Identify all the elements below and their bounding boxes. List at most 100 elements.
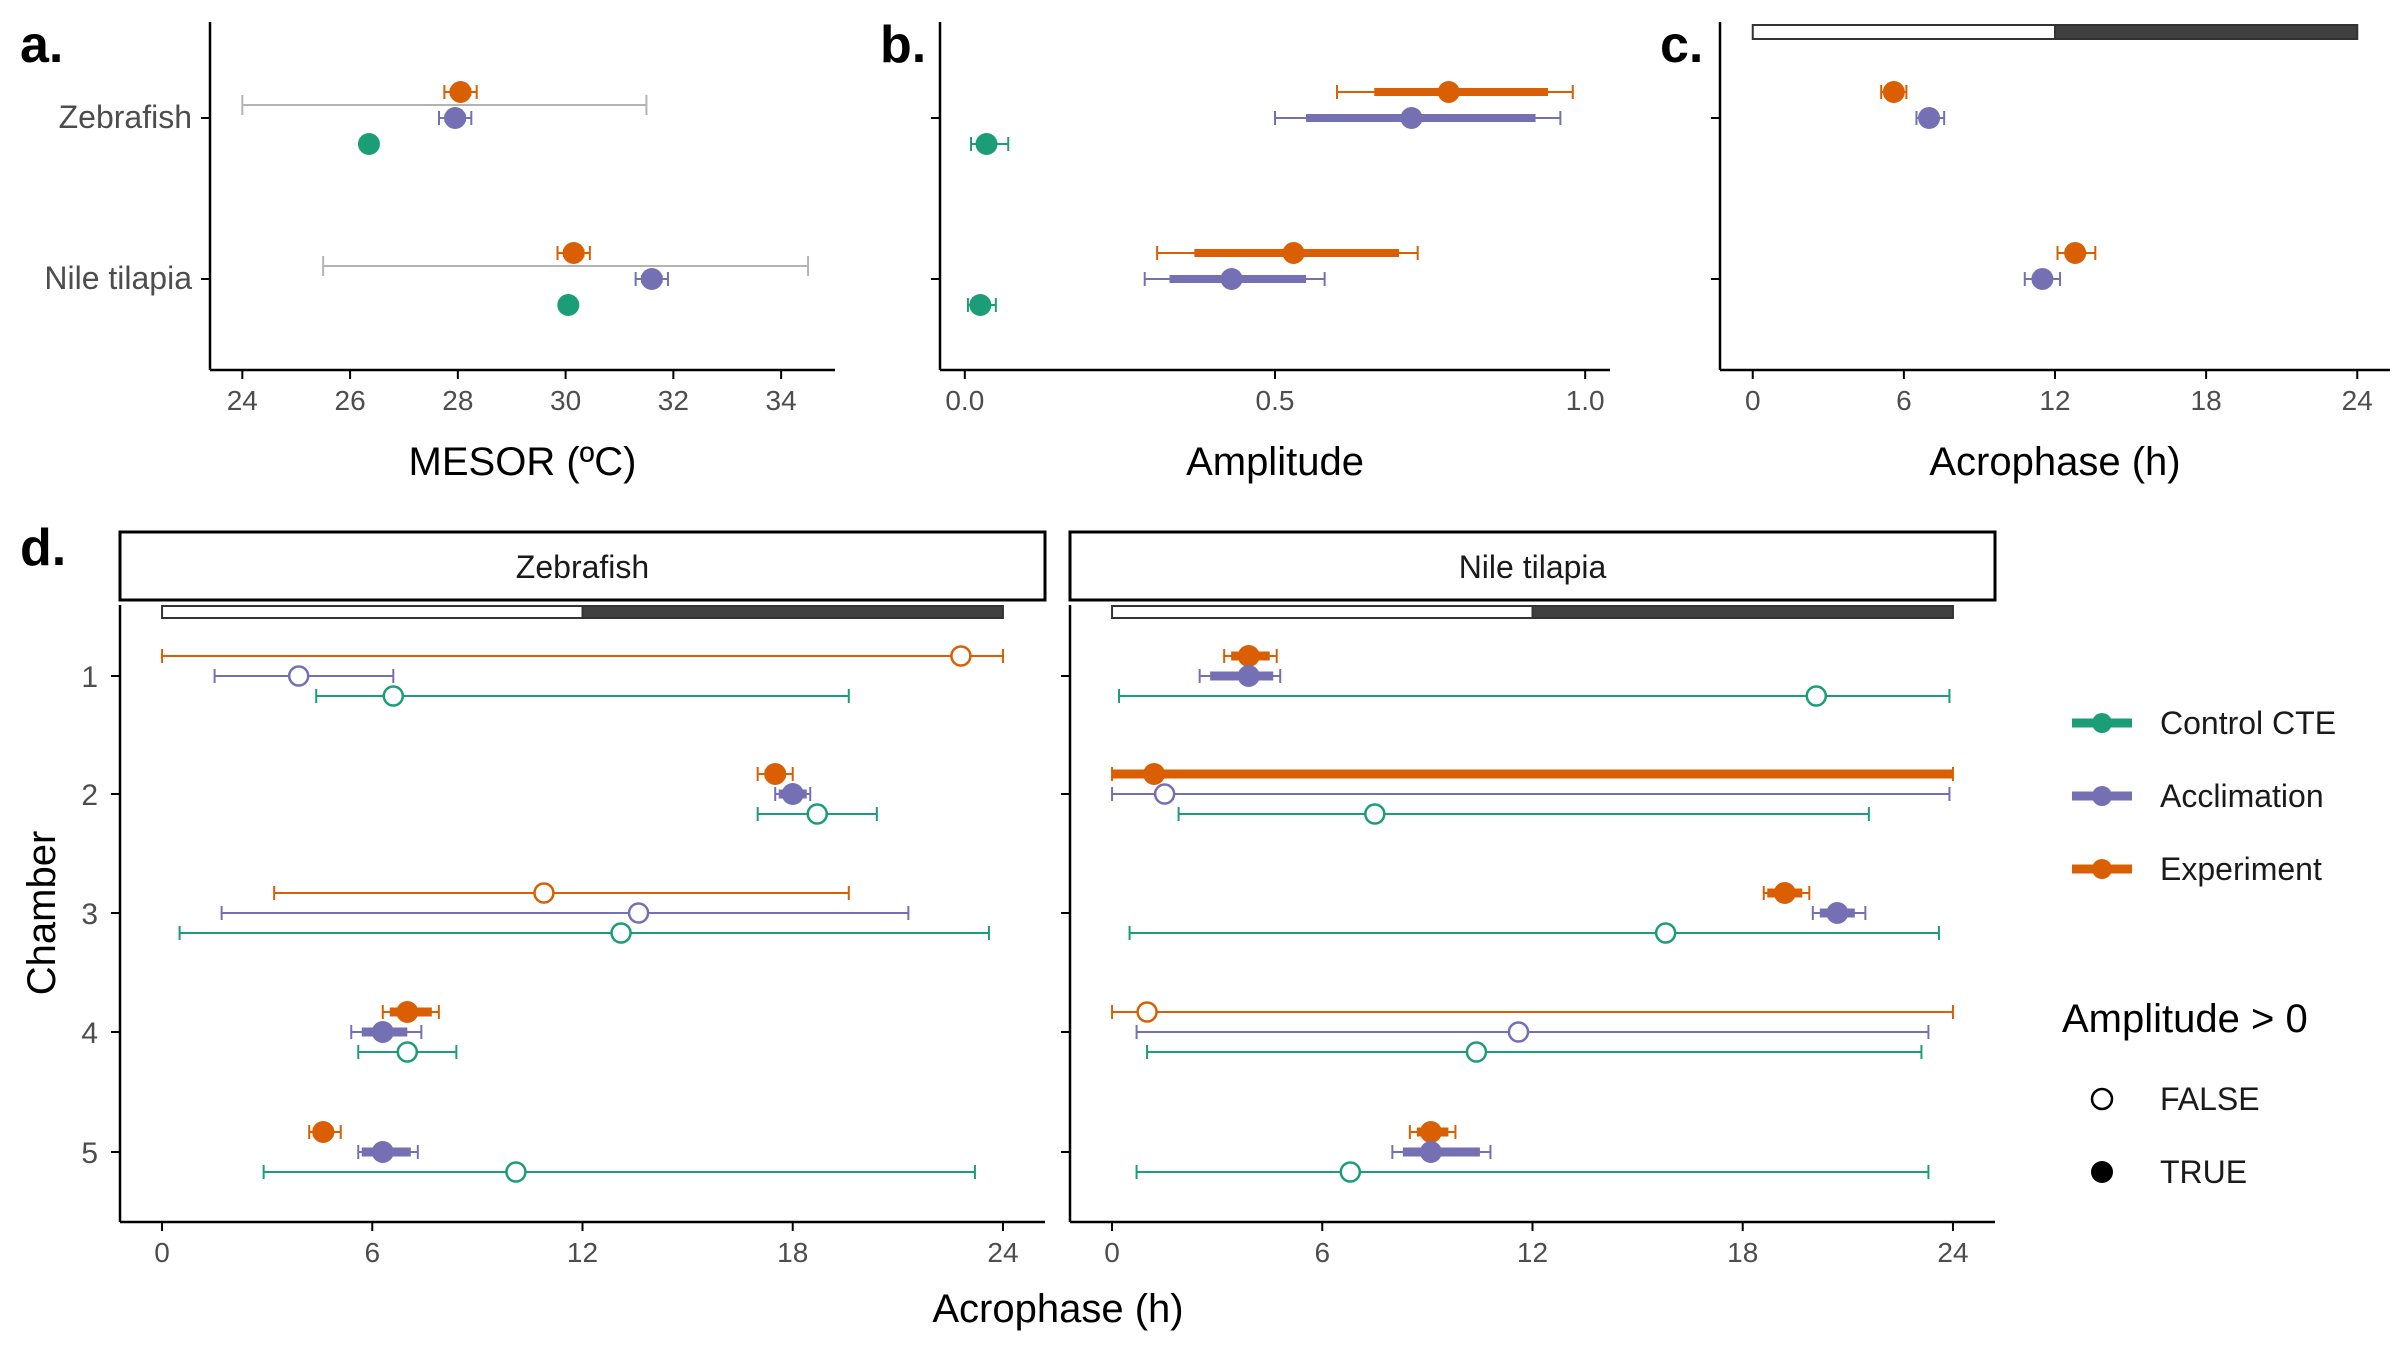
panel-d-nile-tilapia-acclimation-chamber-3-point <box>1826 902 1849 924</box>
panel-a-control-cte-zebrafish-point <box>357 133 380 155</box>
panel-d-nile-tilapia-control-cte-chamber-1-point-open <box>1805 685 1828 707</box>
panel-c-experiment-nile-tilapia-point <box>2064 242 2087 264</box>
legend-label-experiment: Experiment <box>2160 851 2322 887</box>
panel-c-x-tick-label: 6 <box>1896 385 1912 416</box>
panel-letter-b: b. <box>880 16 926 74</box>
panel-d-zebrafish-control-cte-chamber-1-point-open <box>382 685 405 707</box>
panel-d-zebrafish-control-cte-chamber-4-point-open <box>396 1041 419 1063</box>
panel-letter-a: a. <box>20 16 63 74</box>
panel-d-zebrafish-acclimation-chamber-5-point <box>371 1141 394 1163</box>
panel-b-control-cte-zebrafish-point <box>975 133 998 155</box>
legend-key-experiment-point <box>2092 859 2112 879</box>
panel-b-x-tick-label: 0.0 <box>945 385 984 416</box>
panel-d-zebrafish-x-tick-label: 0 <box>154 1237 170 1268</box>
panel-d-zebrafish-acclimation-chamber-4-point <box>371 1021 394 1043</box>
panel-d-zebrafish-photoperiod-light <box>161 605 584 619</box>
panel-a-experiment-zebrafish-point <box>449 81 472 103</box>
panel-a-mesor: 24 26 28 30 32 34 MESOR (ºC) Zebrafish Nile tila… <box>44 22 835 484</box>
legend-shape-title: Amplitude > 0 <box>2062 997 2308 1041</box>
panel-d-zebrafish-acclimation-chamber-2-point <box>781 783 804 805</box>
panel-d-nile-tilapia-experiment-chamber-2-point <box>1143 763 1166 785</box>
panel-c-x-tick-label: 24 <box>2342 385 2373 416</box>
panel-c-x-tick-label: 18 <box>2191 385 2222 416</box>
panel-d-zebrafish-strip-label: Zebrafish <box>516 549 649 585</box>
legend-shape-open-circle <box>2090 1087 2114 1111</box>
panel-c-photoperiod-dark <box>2054 24 2359 40</box>
panel-d-nile-tilapia-photoperiod-light <box>1111 605 1534 619</box>
panel-a-x-tick-label: 34 <box>766 385 797 416</box>
panel-a-x-tick-label: 28 <box>442 385 473 416</box>
panel-d-y-tick-label-4: 4 <box>81 1017 98 1050</box>
panel-d-y-tick-label-3: 3 <box>81 898 98 931</box>
panel-d-zebrafish-experiment-chamber-5-point <box>312 1121 335 1143</box>
panel-d-nile-tilapia-control-cte-chamber-5-point-open <box>1339 1161 1362 1183</box>
panel-d-zebrafish-control-cte-chamber-2-point-open <box>806 803 829 825</box>
panel-b-amplitude: 0.0 0.5 1.0 Amplitude <box>931 22 1610 484</box>
legend-key-acclimation-point <box>2092 786 2112 806</box>
panel-d-nile-tilapia-strip <box>1068 530 1997 602</box>
panel-a-acclimation-zebrafish-point <box>444 107 467 129</box>
panel-b-acclimation-zebrafish-point <box>1400 107 1423 129</box>
panel-c-acclimation-nile-tilapia-point <box>2031 268 2054 290</box>
panel-a-y-tick-label-zebrafish: Zebrafish <box>59 99 192 135</box>
panel-a-acclimation-nile-tilapia-point <box>640 268 663 290</box>
panel-c-photoperiod-light <box>1751 24 2057 40</box>
panel-b-acclimation-nile-tilapia-point <box>1220 268 1243 290</box>
legend-label-control-cte: Control CTE <box>2160 705 2336 741</box>
panel-c-acclimation-zebrafish-point <box>1918 107 1941 129</box>
panel-d-nile-tilapia-experiment-chamber-1-point <box>1237 645 1260 667</box>
panel-d-y-axis-title: Chamber <box>20 831 64 996</box>
panel-d-y-tick-label-5: 5 <box>81 1137 98 1170</box>
panel-c-acrophase: 0 6 12 18 24 Acrophase (h) <box>1711 22 2390 484</box>
panel-letter-d: d. <box>20 519 66 577</box>
panel-d-nile-tilapia-x-tick-label: 0 <box>1104 1237 1120 1268</box>
legend-shape-filled-circle <box>2091 1161 2113 1183</box>
legend-shape-label-true: TRUE <box>2160 1154 2247 1190</box>
panel-d-zebrafish-experiment-chamber-2-point <box>764 763 787 785</box>
panel-b-experiment-nile-tilapia-point <box>1282 242 1305 264</box>
panel-b-x-tick-label: 1.0 <box>1566 385 1605 416</box>
panel-d-zebrafish-x-tick-label: 6 <box>364 1237 380 1268</box>
panel-a-x-tick-label: 30 <box>550 385 581 416</box>
panel-a-experiment-nile-tilapia-point <box>562 242 585 264</box>
panel-d-nile-tilapia-control-cte-chamber-4-point-open <box>1465 1041 1488 1063</box>
legend-key-control-cte-point <box>2092 713 2112 733</box>
panel-c-x-axis-title: Acrophase (h) <box>1929 440 2180 484</box>
panel-d-nile-tilapia-x-tick-label: 12 <box>1517 1237 1548 1268</box>
panel-d-nile-tilapia-x-tick-label: 18 <box>1727 1237 1758 1268</box>
panel-d-nile-tilapia-x-tick-label: 24 <box>1937 1237 1968 1268</box>
panel-d-nile-tilapia-acclimation-chamber-2-point-open <box>1153 783 1176 805</box>
panel-d-nile-tilapia-photoperiod-dark <box>1531 605 1954 619</box>
panel-c-experiment-zebrafish-point <box>1882 81 1905 103</box>
panel-d-zebrafish-acclimation-chamber-1-point-open <box>287 665 310 687</box>
panel-b-x-axis-title: Amplitude <box>1186 440 1364 484</box>
panel-d-zebrafish-x-tick-label: 18 <box>777 1237 808 1268</box>
panel-d-zebrafish-x-tick-label: 24 <box>987 1237 1018 1268</box>
panel-d-y-tick-label-2: 2 <box>81 779 98 812</box>
panel-d-nile-tilapia-acclimation-chamber-4-point-open <box>1507 1021 1530 1043</box>
legend-label-acclimation: Acclimation <box>2160 778 2324 814</box>
panel-d-nile-tilapia-control-cte-chamber-2-point-open <box>1364 803 1386 825</box>
panel-a-x-tick-label: 32 <box>658 385 689 416</box>
panel-d-zebrafish-control-cte-chamber-3-point-open <box>610 922 632 944</box>
legend-shape-label-false: FALSE <box>2160 1081 2260 1117</box>
legend: Control CTE Acclimation Experiment Amplitud… <box>2062 705 2336 1190</box>
panel-d-y-tick-label-1: 1 <box>81 661 98 694</box>
panel-d-zebrafish-photoperiod-dark <box>581 605 1004 619</box>
panel-d-zebrafish-experiment-chamber-3-point-open <box>533 882 555 904</box>
panel-d-nile-tilapia-acclimation-chamber-1-point <box>1237 665 1260 687</box>
panel-a-x-axis-title: MESOR (ºC) <box>409 440 637 484</box>
panel-c-x-tick-label: 0 <box>1745 385 1761 416</box>
panel-d-zebrafish-experiment-chamber-1-point-open <box>950 645 972 667</box>
panel-d-nile-tilapia-x-tick-label: 6 <box>1314 1237 1330 1268</box>
panel-d-nile-tilapia-experiment-chamber-4-point-open <box>1136 1001 1158 1023</box>
panel-a-x-tick-label: 24 <box>227 385 258 416</box>
panel-b-x-tick-label: 0.5 <box>1256 385 1295 416</box>
panel-d-zebrafish-x-tick-label: 12 <box>567 1237 598 1268</box>
panel-d-x-axis-title: Acrophase (h) <box>932 1287 1183 1331</box>
panel-a-y-tick-label-nile-tilapia: Nile tilapia <box>44 260 192 296</box>
panel-d-nile-tilapia-control-cte-chamber-3-point-open <box>1654 922 1677 944</box>
panel-b-control-cte-nile-tilapia-point <box>969 294 992 316</box>
